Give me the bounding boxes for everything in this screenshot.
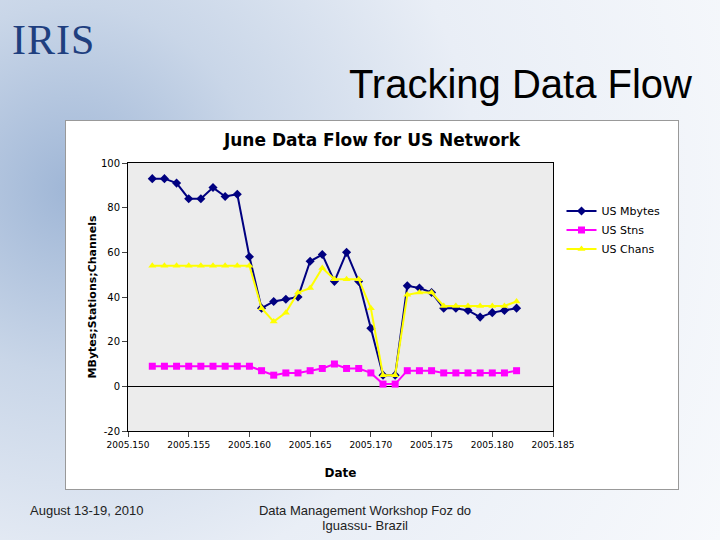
svg-text:2005.150: 2005.150 — [107, 440, 150, 450]
svg-text:MBytes;Stations;Channels: MBytes;Stations;Channels — [86, 215, 99, 378]
svg-text:0: 0 — [114, 381, 120, 392]
svg-text:80: 80 — [107, 202, 120, 213]
svg-text:2005.165: 2005.165 — [289, 440, 332, 450]
svg-text:US Mbytes: US Mbytes — [602, 205, 661, 218]
svg-text:Date: Date — [325, 466, 357, 480]
svg-text:June Data Flow for US Network: June Data Flow for US Network — [223, 130, 521, 150]
svg-text:2005.160: 2005.160 — [228, 440, 271, 450]
svg-text:US Chans: US Chans — [602, 243, 655, 256]
svg-text:2005.155: 2005.155 — [167, 440, 210, 450]
svg-text:20: 20 — [107, 336, 120, 347]
svg-text:2005.170: 2005.170 — [349, 440, 392, 450]
html-text:IRIS: IRIS — [12, 17, 96, 63]
svg-text:40: 40 — [107, 292, 120, 303]
svg-text:60: 60 — [107, 247, 120, 258]
svg-text:2005.180: 2005.180 — [471, 440, 514, 450]
svg-text:2005.185: 2005.185 — [532, 440, 575, 450]
svg-text:2005.175: 2005.175 — [410, 440, 453, 450]
svg-text:-20: -20 — [104, 426, 120, 437]
svg-text:US Stns: US Stns — [602, 224, 645, 237]
html-text:Data Management Workshop Foz d: Data Management Workshop Foz do Iguassu-… — [258, 503, 472, 533]
html-text:August 13-19, 2010: August 13-19, 2010 — [30, 503, 144, 518]
html-text:Tracking Data Flow: Tracking Data Flow — [348, 62, 692, 106]
svg-text:100: 100 — [101, 158, 120, 169]
